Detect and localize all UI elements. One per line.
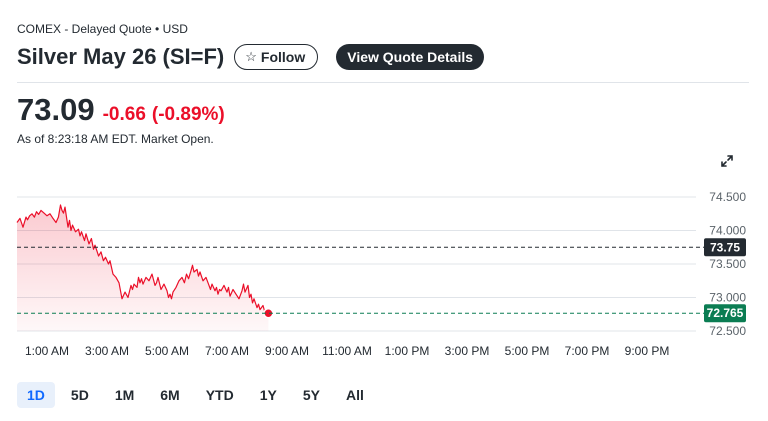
header-divider: [17, 82, 749, 83]
x-tick-label: 1:00 PM: [385, 344, 430, 358]
x-tick-label: 11:00 AM: [322, 344, 372, 358]
expand-icon: [721, 155, 733, 167]
price-series-line: [16, 204, 269, 314]
view-quote-details-button[interactable]: View Quote Details: [336, 44, 485, 70]
current-price: 73.09: [17, 92, 95, 127]
previous-close-badge: 73.75: [704, 238, 746, 257]
x-tick-label: 9:00 AM: [265, 344, 309, 358]
y-tick-label: 73.500: [709, 257, 746, 271]
range-6m-button[interactable]: 6M: [150, 382, 189, 408]
range-5y-button[interactable]: 5Y: [293, 382, 330, 408]
range-1m-button[interactable]: 1M: [105, 382, 144, 408]
y-tick-label: 73.000: [709, 291, 746, 305]
range-1y-button[interactable]: 1Y: [250, 382, 287, 408]
x-tick-label: 1:00 AM: [25, 344, 69, 358]
range-all-button[interactable]: All: [336, 382, 374, 408]
price-area-fill: [17, 205, 269, 331]
star-icon: ☆: [245, 49, 257, 64]
current-price-badge: 72.765: [704, 304, 746, 323]
x-tick-label: 5:00 PM: [505, 344, 550, 358]
y-tick-label: 74.000: [709, 224, 746, 238]
as-of-timestamp: As of 8:23:18 AM EDT. Market Open.: [17, 132, 214, 146]
y-tick-label: 72.500: [709, 324, 746, 338]
range-selector: 1D 5D 1M 6M YTD 1Y 5Y All: [17, 382, 380, 408]
range-5d-button[interactable]: 5D: [61, 382, 99, 408]
x-tick-label: 3:00 PM: [445, 344, 490, 358]
price-change: -0.66: [102, 104, 146, 125]
range-ytd-button[interactable]: YTD: [196, 382, 244, 408]
price-chart[interactable]: 73.75 72.765 74.500 74.000 73.500 73.000 72.5…: [0, 0, 768, 380]
x-tick-label: 5:00 AM: [145, 344, 189, 358]
price-change-percent: (-0.89%): [151, 104, 225, 125]
x-tick-label: 7:00 PM: [565, 344, 610, 358]
current-price-label: 72.765: [707, 306, 744, 320]
previous-close-label: 73.75: [710, 240, 740, 254]
follow-button[interactable]: ☆ Follow: [234, 44, 319, 70]
x-tick-label: 7:00 AM: [205, 344, 249, 358]
x-tick-label: 9:00 PM: [625, 344, 670, 358]
title-row: Silver May 26 (SI=F) ☆ Follow View Quote…: [17, 44, 485, 70]
exchange-line: COMEX - Delayed Quote • USD: [17, 22, 188, 36]
expand-chart-button[interactable]: [716, 150, 738, 172]
page-title: Silver May 26 (SI=F): [17, 44, 225, 69]
range-1d-button[interactable]: 1D: [17, 382, 55, 408]
price-row: 73.09 -0.66 (-0.89%): [17, 92, 225, 128]
x-tick-label: 3:00 AM: [85, 344, 129, 358]
y-tick-label: 74.500: [709, 190, 746, 204]
follow-label: Follow: [260, 49, 306, 65]
